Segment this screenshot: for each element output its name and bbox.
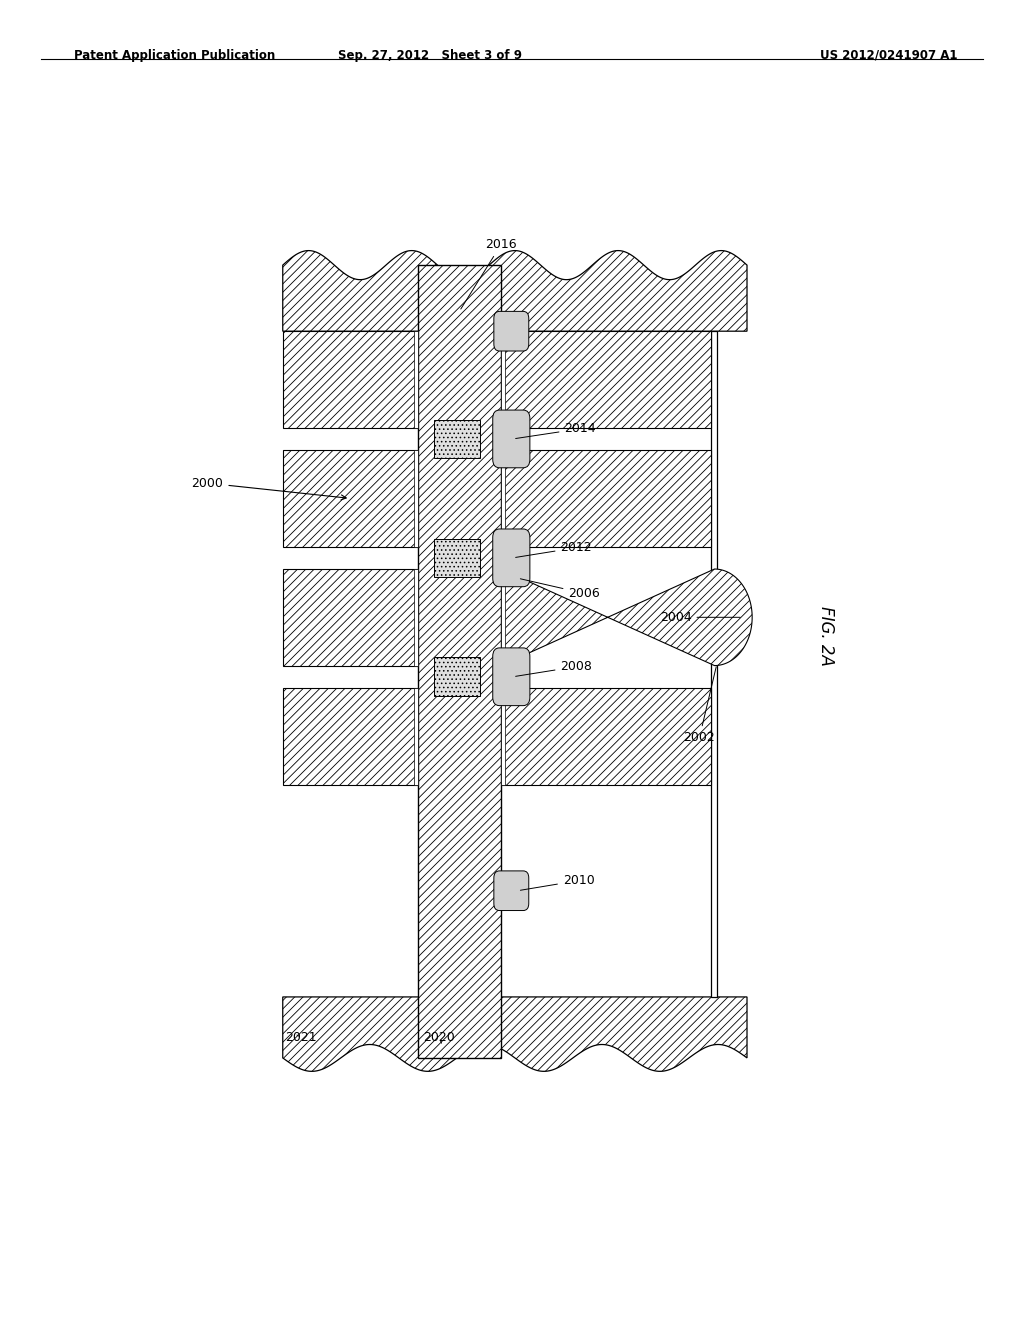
Bar: [434, 420, 480, 458]
Bar: [414, 688, 418, 784]
Bar: [283, 688, 418, 784]
Bar: [501, 688, 505, 784]
FancyBboxPatch shape: [493, 529, 529, 586]
Text: 2021: 2021: [285, 1031, 316, 1044]
Polygon shape: [501, 569, 753, 665]
Text: 2006: 2006: [520, 578, 600, 599]
Text: US 2012/0241907 A1: US 2012/0241907 A1: [820, 49, 957, 62]
Polygon shape: [283, 997, 748, 1072]
FancyBboxPatch shape: [493, 648, 529, 706]
Text: 2012: 2012: [516, 541, 592, 557]
Bar: [414, 569, 418, 665]
Text: Patent Application Publication: Patent Application Publication: [74, 49, 275, 62]
Bar: [414, 331, 418, 428]
Text: 2002: 2002: [684, 667, 716, 744]
Bar: [712, 331, 717, 997]
Text: 2000: 2000: [191, 477, 346, 500]
Bar: [283, 450, 418, 546]
Bar: [501, 688, 711, 784]
Bar: [501, 331, 711, 428]
Polygon shape: [283, 251, 748, 331]
Text: FIG. 2A: FIG. 2A: [817, 606, 836, 667]
Bar: [283, 331, 418, 428]
Bar: [501, 331, 505, 428]
Text: 2004: 2004: [659, 611, 740, 624]
Bar: [418, 265, 501, 1057]
Text: 2020: 2020: [423, 1031, 455, 1044]
FancyBboxPatch shape: [493, 411, 529, 467]
Bar: [434, 539, 480, 577]
FancyBboxPatch shape: [494, 871, 528, 911]
Text: 2016: 2016: [461, 239, 517, 309]
Bar: [501, 569, 505, 665]
Text: 2010: 2010: [520, 874, 595, 890]
Bar: [501, 450, 505, 546]
Bar: [414, 450, 418, 546]
Text: Sep. 27, 2012   Sheet 3 of 9: Sep. 27, 2012 Sheet 3 of 9: [338, 49, 522, 62]
FancyBboxPatch shape: [494, 312, 528, 351]
Bar: [501, 450, 711, 546]
Bar: [434, 657, 480, 696]
Text: 2014: 2014: [516, 422, 596, 438]
Text: 2008: 2008: [516, 660, 593, 676]
Bar: [283, 569, 418, 665]
